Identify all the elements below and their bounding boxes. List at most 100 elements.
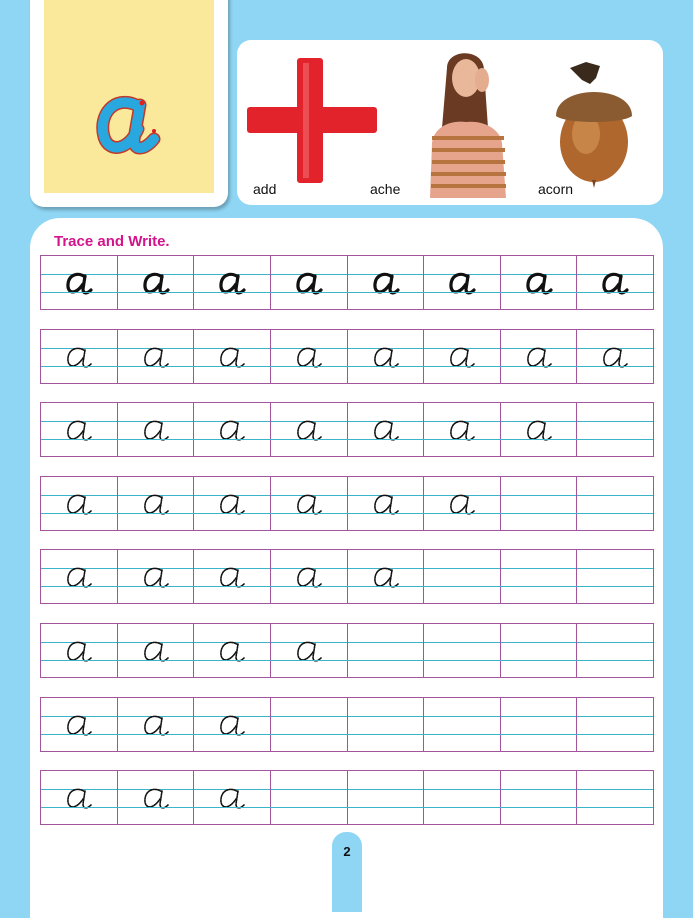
writing-cell[interactable] — [41, 697, 118, 751]
tracing-row — [40, 475, 654, 531]
letter-a-model — [526, 272, 553, 295]
writing-cell[interactable] — [271, 697, 348, 751]
word-label: ache — [370, 181, 401, 197]
writing-cell[interactable] — [577, 771, 653, 824]
page-number: 2 — [332, 832, 362, 912]
writing-cell[interactable] — [194, 329, 271, 383]
writing-cell[interactable] — [194, 624, 271, 677]
letter-a-dotted-trace — [67, 788, 92, 809]
letter-a-dotted-trace — [450, 420, 475, 441]
writing-cell[interactable] — [348, 256, 425, 309]
writing-cell[interactable] — [271, 476, 348, 530]
writing-cell[interactable] — [118, 771, 195, 825]
letter-a-dotted-trace — [220, 494, 246, 515]
letter-a-dotted-trace — [67, 567, 92, 589]
writing-cell[interactable] — [118, 403, 195, 457]
letter-card — [30, 0, 228, 207]
letter-card-background — [44, 0, 214, 193]
letter-a-model — [449, 272, 476, 295]
writing-cell[interactable] — [424, 771, 501, 825]
letter-a-dotted-trace — [143, 641, 169, 662]
writing-cell[interactable] — [577, 624, 653, 677]
tracing-row — [40, 696, 654, 752]
letter-a-dotted-trace — [67, 641, 92, 662]
writing-cell[interactable] — [501, 624, 578, 677]
writing-cell[interactable] — [424, 403, 501, 457]
letter-a-dotted-trace — [143, 788, 169, 809]
writing-cell[interactable] — [577, 550, 653, 603]
letter-a-dotted-trace — [143, 347, 169, 368]
acorn-image — [556, 62, 632, 188]
writing-cell[interactable] — [348, 771, 425, 825]
writing-cell[interactable] — [577, 477, 653, 530]
writing-cell[interactable] — [194, 256, 271, 309]
letter-a-dotted-trace — [220, 715, 246, 736]
letter-a-dotted-trace — [220, 420, 246, 441]
letter-a-model — [66, 272, 93, 295]
writing-cell[interactable] — [501, 771, 578, 825]
writing-cell[interactable] — [271, 550, 348, 604]
writing-cell[interactable] — [501, 256, 578, 309]
writing-cell[interactable] — [118, 329, 195, 383]
writing-cell[interactable] — [424, 256, 501, 309]
writing-cell[interactable] — [271, 403, 348, 457]
writing-cell[interactable] — [577, 256, 653, 309]
writing-cell[interactable] — [41, 256, 118, 309]
letter-a-dotted-trace — [67, 715, 92, 736]
writing-cell[interactable] — [501, 329, 578, 383]
writing-cell[interactable] — [501, 697, 578, 751]
letter-a-dotted-trace — [526, 347, 552, 368]
writing-cell[interactable] — [271, 329, 348, 383]
writing-cell[interactable] — [118, 624, 195, 677]
writing-cell[interactable] — [501, 476, 578, 530]
writing-cell[interactable] — [194, 476, 271, 530]
writing-cell[interactable] — [501, 403, 578, 457]
writing-cell[interactable] — [194, 771, 271, 825]
writing-cell[interactable] — [271, 256, 348, 309]
writing-cell[interactable] — [41, 476, 118, 530]
writing-cell[interactable] — [41, 771, 118, 825]
writing-cell[interactable] — [424, 476, 501, 530]
letter-a-dotted-trace — [67, 347, 92, 368]
writing-cell[interactable] — [118, 476, 195, 530]
letter-a-dotted-trace — [373, 347, 399, 368]
writing-cell[interactable] — [424, 624, 501, 677]
letter-a-dotted-trace — [297, 641, 322, 662]
writing-cell[interactable] — [348, 476, 425, 530]
letter-a-dotted-trace — [373, 420, 399, 441]
writing-cell[interactable] — [41, 624, 118, 677]
writing-cell[interactable] — [194, 550, 271, 604]
writing-cell[interactable] — [41, 403, 118, 457]
writing-cell[interactable] — [348, 624, 425, 677]
writing-cell[interactable] — [118, 256, 195, 309]
writing-cell[interactable] — [424, 329, 501, 383]
writing-cell[interactable] — [577, 698, 653, 751]
writing-cell[interactable] — [41, 329, 118, 383]
writing-cell[interactable] — [194, 697, 271, 751]
letter-a-model — [602, 272, 629, 295]
writing-cell[interactable] — [118, 550, 195, 604]
word-label: add — [253, 181, 277, 197]
page-number-text: 2 — [343, 844, 351, 859]
writing-cell[interactable] — [194, 403, 271, 457]
letter-a-dotted-trace — [67, 420, 92, 441]
writing-cell[interactable] — [41, 550, 118, 604]
exercise-title: Trace and Write. — [54, 233, 170, 250]
writing-cell[interactable] — [577, 330, 653, 383]
writing-cell[interactable] — [424, 697, 501, 751]
writing-cell[interactable] — [271, 624, 348, 677]
letter-a-dotted-trace — [220, 788, 246, 809]
letter-a-dotted-trace — [143, 494, 169, 515]
writing-cell[interactable] — [424, 550, 501, 604]
woman-earache-image — [430, 53, 506, 198]
writing-cell[interactable] — [271, 771, 348, 825]
writing-cell[interactable] — [348, 329, 425, 383]
letter-a-dotted-trace — [67, 494, 92, 515]
writing-cell[interactable] — [501, 550, 578, 604]
writing-cell[interactable] — [348, 697, 425, 751]
writing-cell[interactable] — [348, 403, 425, 457]
writing-cell[interactable] — [577, 403, 653, 456]
writing-cell[interactable] — [118, 697, 195, 751]
writing-cell[interactable] — [348, 550, 425, 604]
letter-a-dotted-trace — [297, 494, 322, 515]
